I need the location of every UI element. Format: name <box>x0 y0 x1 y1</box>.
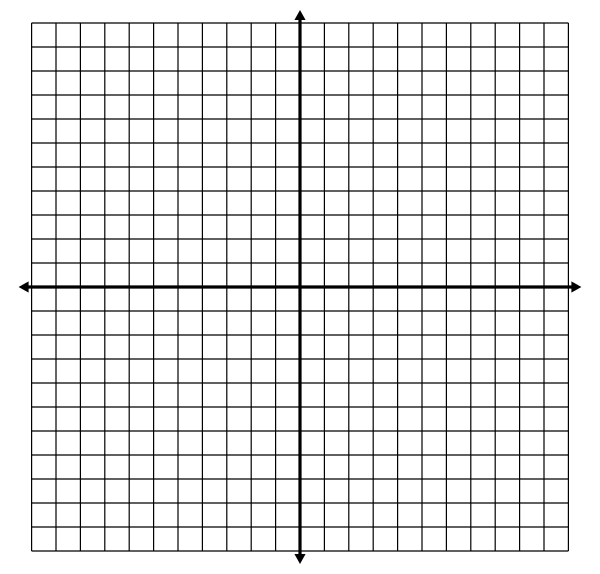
x-axis-arrow-right <box>571 281 581 292</box>
y-axis-arrow-up <box>294 10 305 20</box>
coordinate-plane <box>0 0 600 574</box>
grid-svg <box>0 0 600 574</box>
y-axis-arrow-down <box>294 554 305 564</box>
x-axis-arrow-left <box>19 281 29 292</box>
